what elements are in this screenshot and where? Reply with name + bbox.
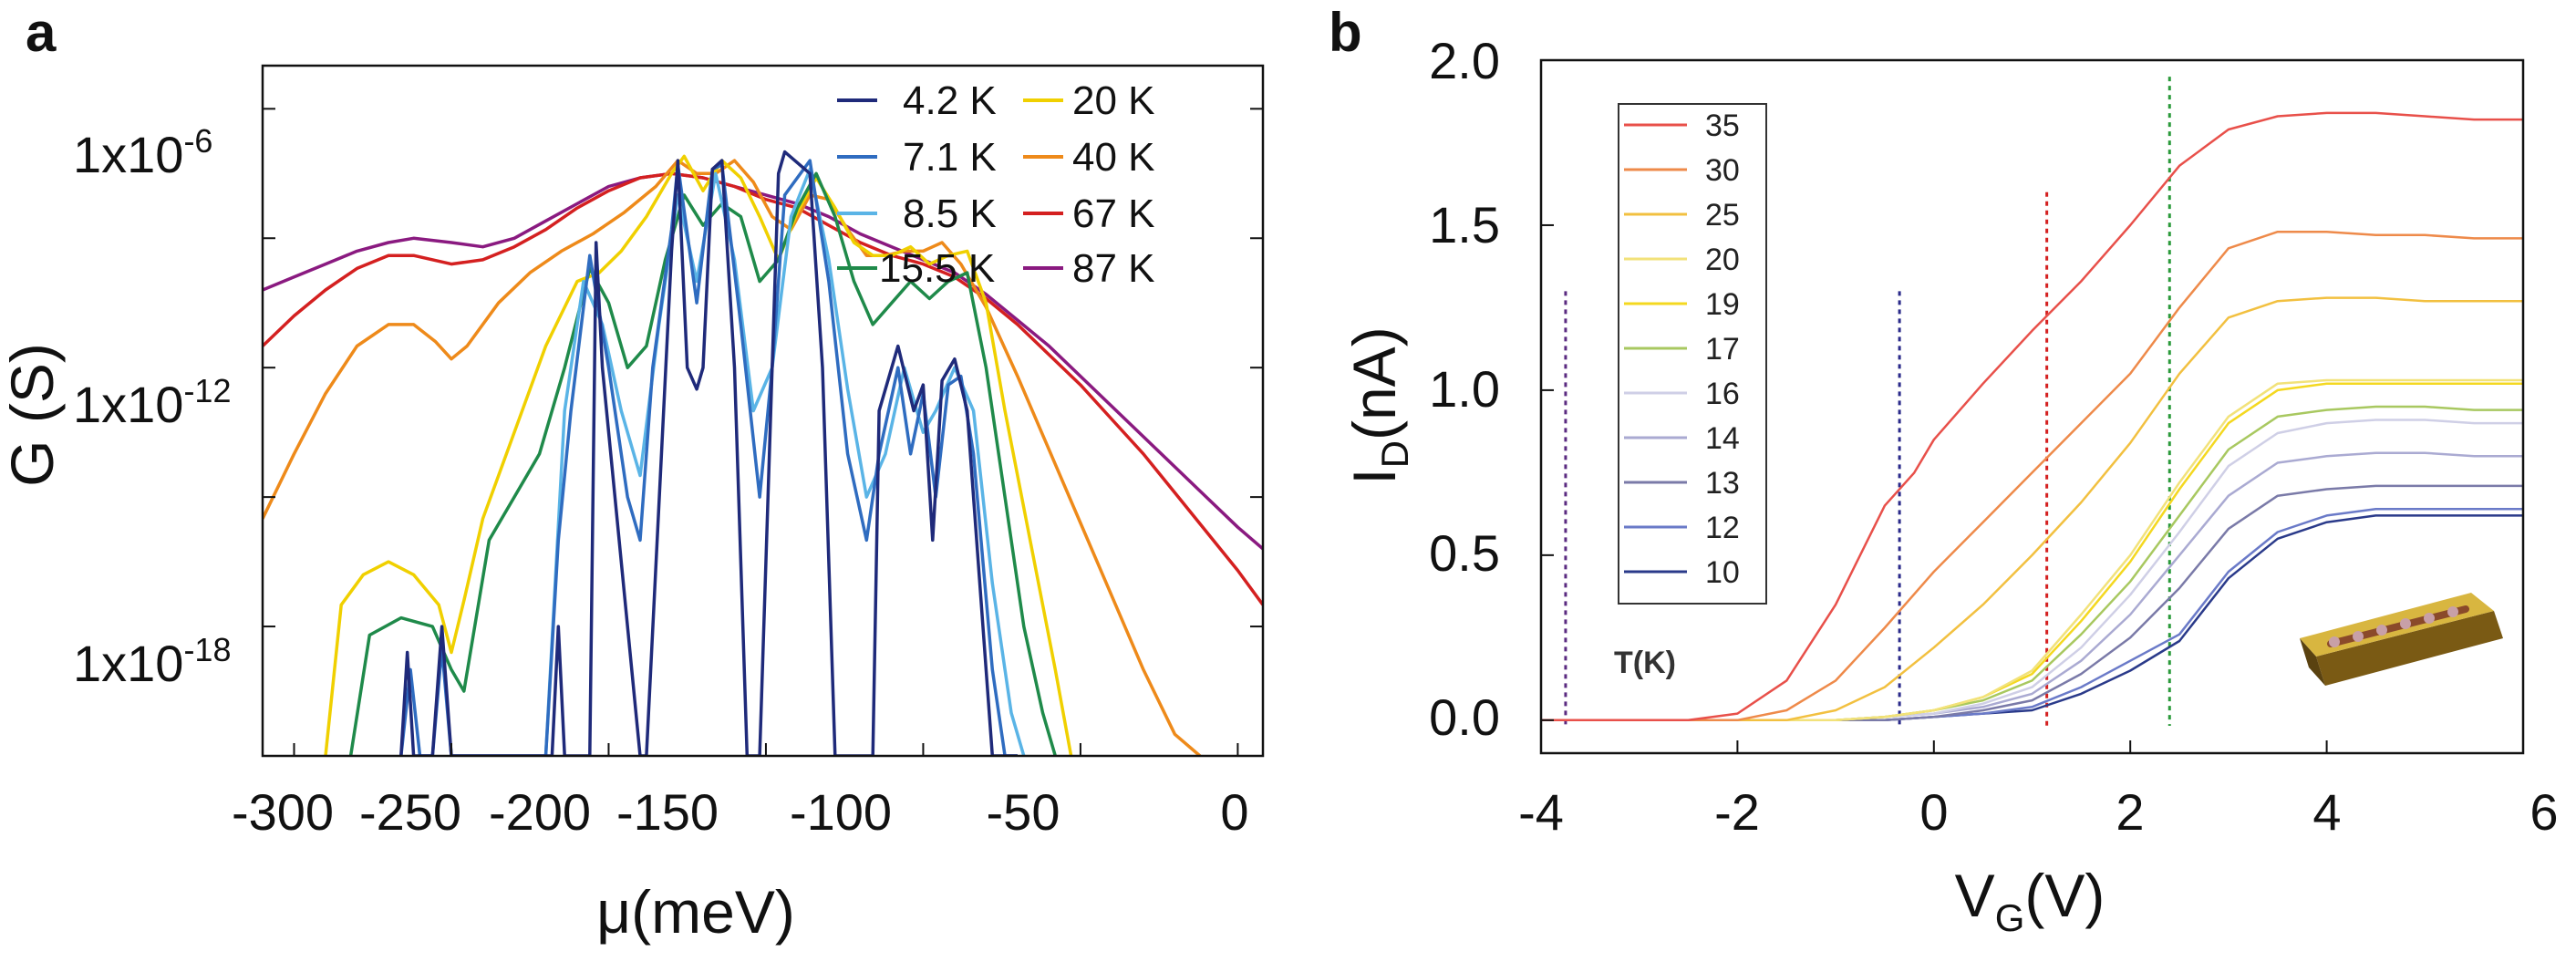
panel-b-series-group — [1541, 111, 2523, 722]
panel-b-ytick-label: 2.0 — [1429, 32, 1500, 89]
panel-a-xtick-label: -50 — [987, 783, 1060, 841]
panel-b-legend-box — [1618, 103, 1767, 605]
panel-b-xtick-label: 6 — [2529, 783, 2558, 841]
panel-b: b 0.0 0.5 1.0 1.5 2.0 -4 -2 0 2 4 6 ID(n… — [1329, 2, 2559, 939]
device-substrate-side — [2316, 611, 2503, 686]
panel-a-plot-frame — [261, 64, 1265, 758]
legend-label: 16 — [1705, 377, 1740, 411]
panel-a-letter: a — [26, 2, 57, 63]
panel-a-xlabel: μ(meV) — [596, 878, 795, 946]
series-line — [1541, 230, 2523, 722]
series-line — [399, 150, 1018, 756]
legend-label: 67 K — [1072, 191, 1155, 236]
legend-label: 19 — [1705, 287, 1740, 322]
series-line — [1541, 296, 2523, 722]
legend-label: 14 — [1705, 421, 1740, 456]
series-line — [1541, 378, 2523, 722]
panel-b-plot-frame — [1539, 58, 2525, 755]
panel-a-xtick-label: 0 — [1220, 783, 1248, 841]
series-line — [1541, 111, 2523, 722]
device-bead — [2353, 631, 2364, 642]
panel-b-xtick-label: 2 — [2116, 783, 2144, 841]
series-line — [1541, 419, 2523, 722]
panel-b-xtick-label: -2 — [1714, 783, 1760, 841]
panel-b-ylabel: ID(nA) — [1340, 326, 1416, 484]
device-substrate-front — [2300, 638, 2325, 686]
panel-a-xtick-label: -300 — [232, 783, 334, 841]
legend-label: 35 — [1705, 109, 1740, 143]
legend-label: 17 — [1705, 332, 1740, 367]
device-bead — [2329, 636, 2340, 647]
panel-a-legend: 4.2 K 7.1 K 8.5 K 15.5 K 20 K 40 K 67 K … — [837, 78, 1155, 291]
panel-b-legend: 35 30 25 20 19 17 16 14 13 12 10 — [1624, 109, 1740, 590]
legend-label: 7.1 K — [903, 135, 997, 180]
panel-b-ytick-label: 0.0 — [1429, 688, 1500, 746]
legend-label: 40 K — [1072, 135, 1155, 180]
legend-label: 20 K — [1072, 78, 1155, 123]
panel-b-ytick-label: 1.0 — [1429, 360, 1500, 418]
device-bead — [2376, 625, 2387, 636]
legend-label: 13 — [1705, 466, 1740, 501]
panel-a-xtick-label: -100 — [790, 783, 892, 841]
panel-b-legend-title: T(K) — [1614, 646, 1676, 680]
legend-label: 30 — [1705, 153, 1740, 188]
series-line — [348, 171, 1057, 756]
panel-b-ytick-label: 1.5 — [1429, 196, 1500, 253]
panel-b-xtick-label: 0 — [1919, 783, 1948, 841]
panel-a-ytick-label: 1x10-6 — [73, 122, 212, 183]
legend-label: 20 — [1705, 243, 1740, 277]
legend-label: 4.2 K — [903, 78, 997, 123]
panel-b-xtick-label: -4 — [1518, 783, 1564, 841]
panel-a-xtick-label: -150 — [616, 783, 719, 841]
panel-a-series-group — [263, 150, 1263, 756]
legend-label: 87 K — [1072, 246, 1155, 291]
device-inset-illustration — [2300, 593, 2503, 686]
series-line — [543, 167, 1026, 756]
legend-label: 10 — [1705, 555, 1740, 590]
series-line — [263, 159, 1202, 756]
legend-label: 15.5 K — [879, 246, 995, 291]
panel-a-ytick-label: 1x10-18 — [73, 631, 231, 692]
legend-label: 25 — [1705, 198, 1740, 233]
panel-a-ylabel: G (S) — [0, 343, 66, 487]
device-bead — [2424, 613, 2435, 624]
panel-b-xtick-label: 4 — [2312, 783, 2341, 841]
panel-b-letter: b — [1329, 2, 1362, 63]
series-line — [263, 171, 1263, 551]
panel-a-xtick-label: -250 — [359, 783, 461, 841]
panel-a-ticks — [263, 108, 1263, 756]
device-bead — [2447, 606, 2458, 617]
device-bead — [2400, 618, 2411, 629]
panel-b-ytick-label: 0.5 — [1429, 524, 1500, 582]
legend-label: 12 — [1705, 511, 1740, 545]
panel-a-ytick-label: 1x10-12 — [73, 372, 231, 433]
panel-b-xlabel: VG(V) — [1955, 862, 2105, 939]
series-line — [399, 159, 1018, 756]
legend-label: 8.5 K — [903, 191, 997, 236]
series-line — [1541, 484, 2523, 722]
panel-a-xtick-label: -200 — [489, 783, 591, 841]
series-line — [263, 171, 1263, 606]
panel-a: a 1x10-6 1x10-12 1x10-18 -300 -250 -200 … — [0, 2, 1265, 946]
panel-b-ticks — [1540, 59, 2524, 753]
